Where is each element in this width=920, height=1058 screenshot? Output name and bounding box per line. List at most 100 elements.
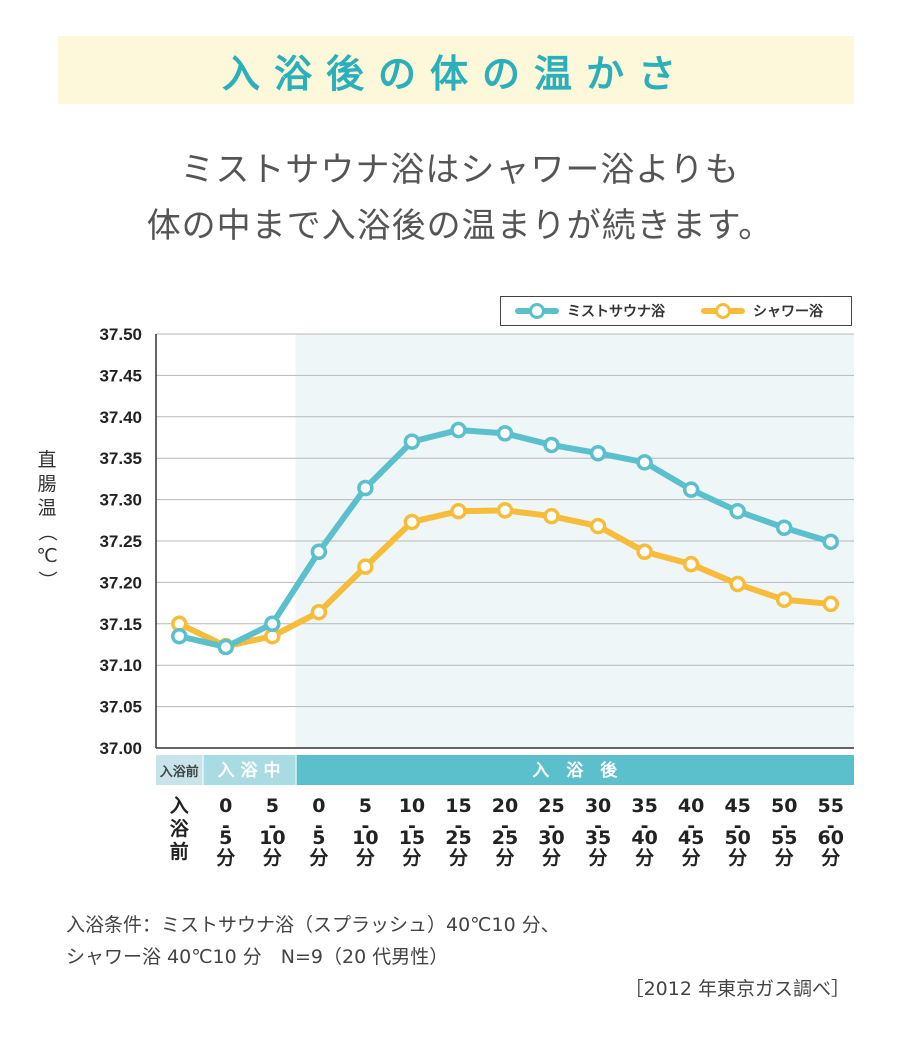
chart-legend: ミストサウナ浴 シャワー浴	[500, 296, 852, 326]
x-tick-label: -	[455, 815, 463, 837]
subtitle-line-2: 体の中まで入浴後の温まりが続きます。	[146, 206, 774, 246]
x-tick-label: 分	[449, 847, 468, 869]
y-tick-label: 37.40	[99, 408, 142, 427]
y-tick-label: 37.20	[99, 573, 142, 592]
legend-item-mist-sauna: ミストサウナ浴	[515, 297, 665, 325]
y-axis-title: 直腸温（℃）	[34, 448, 60, 592]
legend-swatch-shower	[701, 303, 745, 319]
data-point-0-12	[729, 502, 746, 520]
data-point-1-4	[357, 558, 374, 575]
x-tick-label: -	[222, 815, 230, 837]
x-tick-label: 35	[585, 827, 611, 849]
subtitle-line-1: ミストサウナ浴はシャワー浴よりも	[180, 150, 740, 190]
x-tick-label: -	[734, 815, 742, 837]
x-tick-label: -	[501, 815, 509, 837]
data-point-1-13	[775, 591, 793, 609]
phase-band-2	[296, 755, 855, 785]
data-point-0-8	[543, 436, 560, 454]
data-point-0-5	[403, 433, 421, 450]
x-tick-label: -	[780, 815, 788, 837]
title-band: 入浴後の体の温かさ	[58, 36, 854, 104]
x-tick-label: 15	[399, 827, 425, 849]
x-tick-label: 分	[309, 847, 328, 869]
x-tick-label: 入	[170, 795, 189, 817]
data-point-1-12	[729, 575, 746, 593]
phase-label: 入 浴 後	[532, 760, 618, 781]
x-tick-label: 分	[821, 847, 840, 869]
x-tick-label: 分	[263, 847, 282, 869]
x-tick-label: -	[315, 815, 323, 837]
data-point-0-9	[589, 444, 607, 462]
x-tick-label: 55	[771, 827, 797, 849]
x-tick-label: 前	[170, 840, 189, 863]
data-point-0-7	[496, 425, 514, 442]
legend-label-mist-sauna: ミストサウナ浴	[567, 304, 665, 320]
x-tick-label: 50	[724, 827, 750, 849]
y-tick-label: 37.10	[99, 656, 142, 675]
data-point-0-3	[310, 543, 328, 561]
x-tick-label: -	[827, 815, 835, 837]
data-point-1-10	[636, 543, 653, 561]
data-point-1-11	[682, 555, 700, 573]
legend-label-shower: シャワー浴	[753, 304, 823, 320]
x-tick-label: 20	[492, 795, 518, 817]
data-point-1-9	[589, 517, 607, 535]
x-tick-label: 5	[266, 795, 279, 817]
data-point-1-5	[403, 513, 421, 531]
y-tick-label: 37.00	[99, 739, 142, 758]
phase-band-0	[156, 755, 203, 785]
x-tick-label: -	[408, 815, 416, 837]
legend-marker-shower	[715, 303, 731, 319]
x-tick-label: 10	[352, 827, 378, 849]
bath-condition-line-2: シャワー浴 40℃10 分 N=9（20 代男性）	[66, 946, 449, 968]
phase-band-1	[203, 755, 296, 785]
legend-swatch-mist-sauna	[515, 303, 559, 319]
y-tick-label: 37.30	[99, 491, 142, 510]
x-tick-label: 15	[445, 795, 471, 817]
x-tick-label: 0	[312, 795, 325, 817]
y-tick-label: 37.15	[99, 615, 142, 634]
x-tick-label: 5	[219, 827, 232, 849]
x-tick-label: 30	[585, 795, 611, 817]
data-point-1-7	[496, 502, 514, 519]
x-tick-label: 分	[402, 847, 421, 869]
x-tick-label: 分	[589, 847, 608, 869]
x-tick-label: 25	[538, 795, 564, 817]
x-tick-label: 50	[771, 795, 797, 817]
bath-condition-line-1: 入浴条件：ミストサウナ浴（スプラッシュ）40℃10 分、	[66, 914, 560, 936]
data-point-0-4	[357, 479, 374, 497]
x-tick-label: 35	[631, 795, 657, 817]
x-tick-label: 40	[678, 795, 704, 817]
y-tick-label: 37.05	[99, 698, 142, 717]
x-tick-label: 25	[445, 827, 471, 849]
data-point-0-0	[171, 627, 188, 645]
x-tick-label: -	[548, 815, 556, 837]
data-point-1-6	[450, 502, 467, 520]
x-tick-label: 分	[775, 847, 794, 869]
x-tick-label: 10	[399, 795, 425, 817]
x-tick-label: 分	[356, 847, 375, 869]
data-point-1-3	[310, 603, 328, 621]
y-tick-label: 37.35	[99, 449, 142, 468]
x-tick-label: 分	[728, 847, 747, 869]
data-point-1-14	[822, 595, 839, 613]
data-point-0-2	[264, 615, 281, 633]
x-tick-label: 5	[359, 795, 372, 817]
x-tick-label: 55	[818, 795, 844, 817]
data-point-0-6	[450, 421, 467, 439]
x-tick-label: -	[268, 815, 276, 837]
x-tick-label: 分	[495, 847, 514, 869]
y-tick-label: 37.25	[99, 532, 142, 551]
x-tick-label: 60	[818, 827, 844, 849]
legend-item-shower: シャワー浴	[701, 297, 823, 325]
x-tick-label: 25	[492, 827, 518, 849]
x-tick-label: 30	[538, 827, 564, 849]
data-point-0-10	[636, 454, 653, 471]
x-tick-label: 45	[678, 827, 704, 849]
x-tick-label: 0	[219, 795, 232, 817]
x-tick-label: -	[361, 815, 369, 837]
x-tick-label: 分	[635, 847, 654, 869]
data-point-1-8	[543, 507, 560, 525]
x-tick-label: -	[687, 815, 695, 837]
